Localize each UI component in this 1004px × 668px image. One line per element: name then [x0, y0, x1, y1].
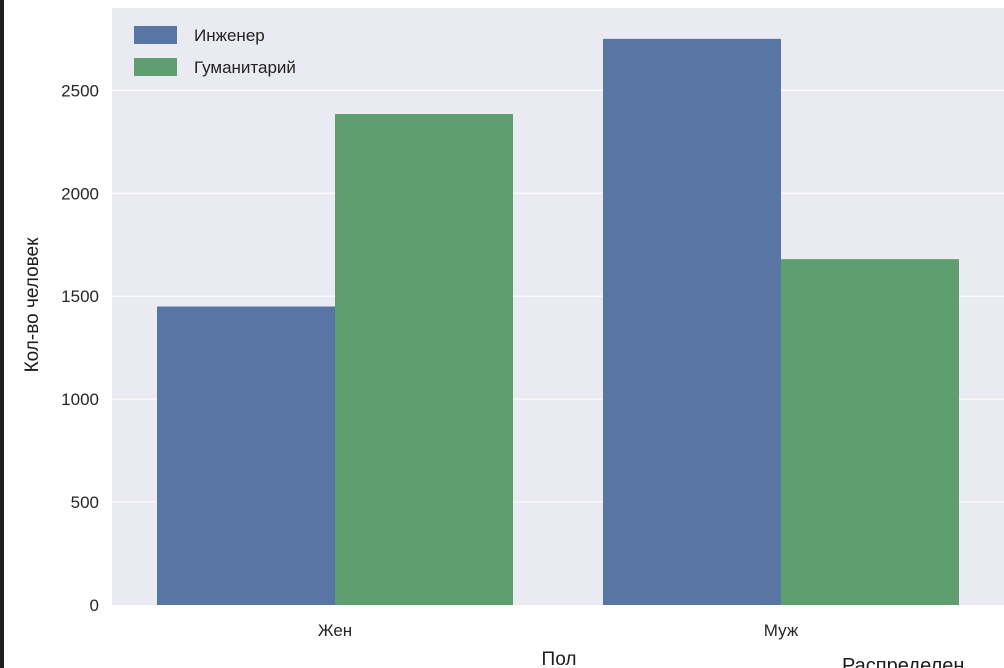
legend-label-1: Гуманитарий	[194, 58, 296, 77]
ticks-layer: 0 500 1000 1500 2000 2500 Жен Муж	[61, 81, 799, 640]
bottom-right-cut-text: Распределен	[842, 655, 964, 668]
legend-swatch-0	[134, 26, 177, 44]
x-axis-label: Пол	[542, 649, 577, 668]
y-axis-label: Кол-во человек	[22, 237, 43, 373]
y-tick-label: 1500	[61, 287, 99, 306]
bars-layer	[157, 38, 959, 605]
legend-swatch-1	[134, 58, 177, 76]
bar-1-0	[603, 38, 781, 605]
left-window-border	[0, 0, 4, 668]
bar-0-1	[335, 114, 513, 605]
bar-0-0	[157, 306, 335, 605]
y-tick-label: 0	[90, 596, 99, 615]
bar-1-1	[781, 259, 959, 605]
y-tick-label: 500	[71, 493, 99, 512]
y-tick-label: 1000	[61, 390, 99, 409]
y-tick-label: 2000	[61, 184, 99, 203]
y-tick-label: 2500	[61, 81, 99, 100]
x-tick-label: Муж	[764, 621, 799, 640]
legend-label-0: Инженер	[194, 26, 265, 45]
x-tick-label: Жен	[318, 621, 352, 640]
legend: Инженер Гуманитарий	[134, 26, 296, 77]
